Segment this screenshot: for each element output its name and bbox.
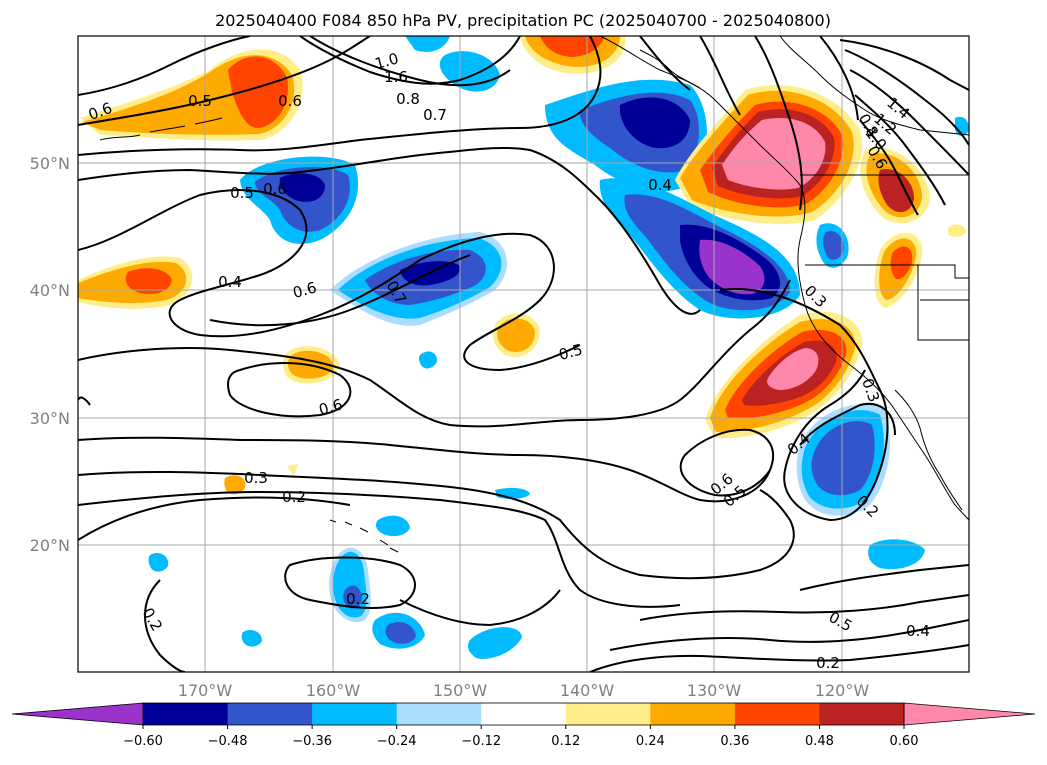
contour-label: 0.4 (648, 176, 672, 194)
shade-neg-131w (599, 178, 800, 319)
colorbar-tick-label: 0.48 (805, 734, 834, 749)
lat-tick-labels: 50°N 40°N 30°N 20°N (30, 154, 70, 555)
gridlines (78, 36, 969, 672)
shade-hawaii-negative (329, 547, 425, 649)
shade-blue-spot-2 (405, 36, 450, 52)
colorbar-tick-label: −0.48 (208, 734, 248, 749)
coastlines (99, 36, 969, 553)
contour-label: 1.6 (384, 68, 408, 86)
lat-tick-label: 20°N (30, 536, 70, 555)
colorbar-tick-label: 0.60 (890, 734, 919, 749)
colorbar-segment (227, 703, 313, 725)
contour-label: 0.8 (396, 90, 420, 108)
colorbar-segment (396, 703, 482, 725)
lon-tick-label: 120°W (815, 681, 870, 700)
colorbar-segment (734, 703, 820, 725)
contour-label: 0.2 (282, 488, 306, 506)
lon-tick-label: 140°W (560, 681, 615, 700)
shade-or-positive (860, 147, 930, 224)
lon-tick-label: 160°W (306, 681, 361, 700)
lat-tick-label: 30°N (30, 409, 70, 428)
shade-blue-spot-8 (241, 630, 262, 647)
contour-label: 0.7 (423, 106, 447, 124)
shade-blue-spot-5 (375, 515, 410, 537)
contour-label: 0.5 (557, 340, 585, 364)
contour-label: 0.6 (317, 395, 345, 419)
shade-blue-spot-4 (868, 539, 925, 570)
contour-label: 0.2 (816, 654, 840, 672)
colorbar-frame (142, 702, 905, 726)
colorbar: −0.60 −0.48 −0.36 −0.24 −0.12 0.12 0.24 0.36 0.4… (11, 702, 1036, 749)
colorbar-tick-label: −0.12 (461, 734, 501, 749)
lon-tick-label: 170°W (178, 681, 233, 700)
shade-gb-positive (874, 232, 923, 308)
shade-blue-spot-7 (148, 553, 169, 572)
pv-contours (78, 36, 969, 672)
contour-label: 0.2 (346, 590, 370, 608)
colorbar-tick-label: 0.36 (720, 734, 749, 749)
colorbar-tick-label: 0.12 (551, 734, 580, 749)
shade-orange-spot-1 (224, 475, 246, 495)
colorbar-segment (650, 703, 736, 725)
colorbar-segment (819, 703, 905, 725)
colorbar-segment (312, 703, 398, 725)
map-panel: 0.6 0.5 0.6 1.0 1.6 0.8 0.7 0.5 0.6 0.4 … (30, 35, 970, 700)
colorbar-extend-high (903, 702, 1036, 726)
shade-blue-spot-3b (823, 231, 844, 260)
contour-label: 0.6 (291, 278, 319, 302)
contour-label: 0.4 (906, 622, 930, 640)
shade-ca-positive (705, 311, 863, 439)
shade-pos-173w (78, 256, 193, 309)
colorbar-tick-label: −0.60 (123, 734, 163, 749)
colorbar-segment (481, 703, 567, 725)
colorbar-tick-label: −0.36 (292, 734, 332, 749)
contour-label: 0.3 (244, 469, 268, 487)
colorbar-segment (143, 703, 229, 725)
contour-label-layer: 0.6 0.5 0.6 1.0 1.6 0.8 0.7 0.5 0.6 0.4 … (86, 49, 930, 672)
colorbar-tick-label: 0.24 (636, 734, 665, 749)
lon-tick-label: 130°W (687, 681, 742, 700)
lat-tick-label: 40°N (30, 281, 70, 300)
lon-tick-label: 150°W (433, 681, 488, 700)
colorbar-segment (565, 703, 651, 725)
contour-label: 0.5 (188, 92, 212, 110)
shade-blue-spot-6 (468, 627, 522, 659)
contour-label: 0.5 (230, 184, 254, 202)
shade-yellow-spot-2 (948, 224, 966, 237)
contour-label: 0.4 (218, 273, 242, 291)
lat-tick-label: 50°N (30, 154, 70, 173)
shade-bc-positive (675, 84, 863, 225)
colorbar-extend-low (11, 702, 144, 726)
shade-baja-negative (796, 404, 890, 516)
shade-neg-160w (240, 156, 359, 244)
contour-label: 1.0 (373, 49, 401, 73)
shade-yellow-spot-1 (287, 464, 298, 476)
figure-title: 2025040400 F084 850 hPa PV, precipitatio… (215, 11, 831, 30)
contour-label: 0.6 (278, 92, 302, 110)
map-frame (77, 35, 970, 673)
lon-tick-labels: 170°W 160°W 150°W 140°W 130°W 120°W (178, 681, 870, 700)
contour-label: 0.6 (263, 180, 287, 198)
shade-blue-spot-10 (418, 351, 438, 369)
colorbar-tick-label: −0.24 (377, 734, 417, 749)
